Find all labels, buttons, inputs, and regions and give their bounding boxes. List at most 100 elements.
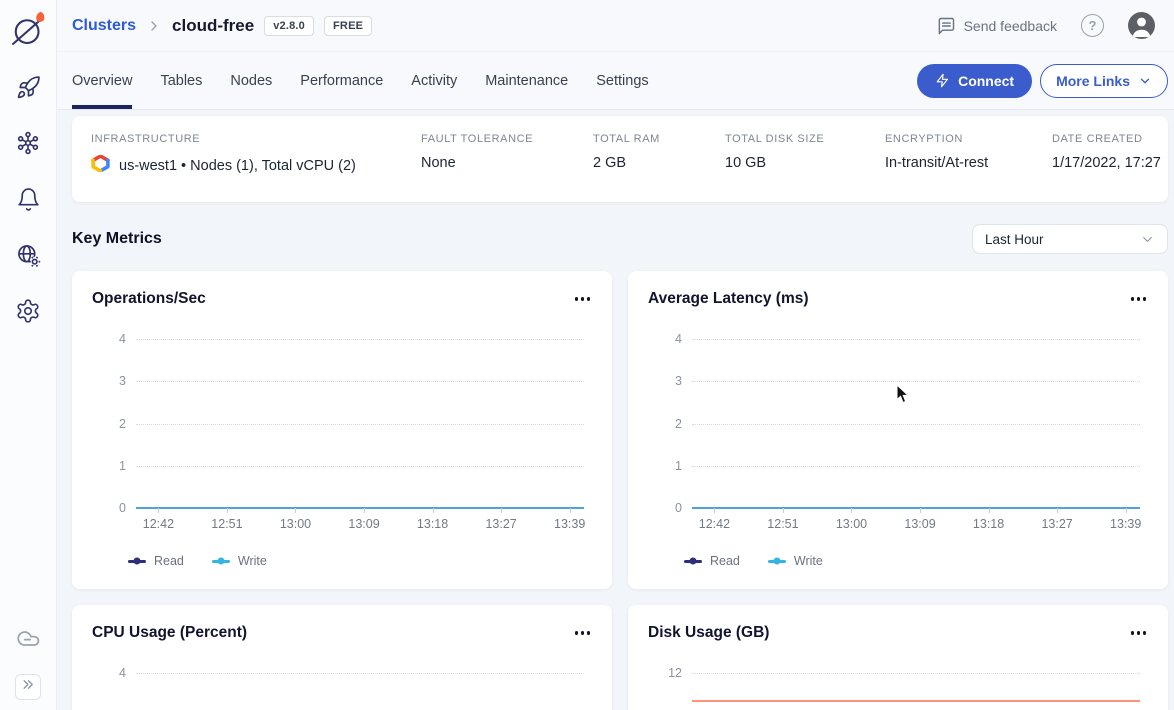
tab-settings[interactable]: Settings (596, 52, 648, 109)
y-tick-label: 4 (119, 332, 126, 346)
info-value: In-transit/At-rest (885, 155, 1052, 171)
y-tick-label: 0 (675, 501, 682, 515)
app-logo[interactable] (7, 8, 49, 50)
legend-read: Read (684, 554, 740, 568)
chart-plot: 4321012:4212:5113:0013:0913:1813:2713:39 (692, 339, 1140, 508)
tab-nodes[interactable]: Nodes (230, 52, 272, 109)
info-label: TOTAL RAM (593, 133, 725, 145)
user-avatar[interactable] (1128, 12, 1155, 39)
sidebar-item-cluster-topology[interactable] (15, 132, 42, 159)
tab-activity[interactable]: Activity (411, 52, 457, 109)
y-tick-label: 2 (675, 417, 682, 431)
info-value-text: 10 GB (725, 155, 766, 171)
y-tick-label: 1 (119, 459, 126, 473)
gridline: 4 (136, 673, 584, 674)
sidebar-item-cloud[interactable] (15, 627, 42, 654)
x-tick-mark (783, 508, 784, 513)
gridline: 3 (692, 381, 1140, 382)
chart-title: Average Latency (ms) (648, 290, 809, 308)
x-tick-mark (433, 508, 434, 513)
chart-cpu-usage: CPU Usage (Percent)4321012:4212:5113:001… (72, 605, 612, 710)
x-tick-mark (501, 508, 502, 513)
sidebar-item-notifications-bell[interactable] (15, 188, 42, 215)
gridline: 4 (692, 339, 1140, 340)
tab-performance[interactable]: Performance (300, 52, 383, 109)
lightning-bolt-icon (935, 73, 950, 88)
info-label: DATE CREATED (1052, 133, 1161, 145)
info-value: 1/17/2022, 17:27 (1052, 155, 1161, 171)
legend-read: Read (128, 554, 184, 568)
ellipsis-dot (587, 631, 591, 635)
tab-tables[interactable]: Tables (160, 52, 202, 109)
cluster-topology-icon (15, 130, 41, 161)
y-tick-label: 1 (675, 459, 682, 473)
time-range-select[interactable]: Last Hour (972, 224, 1168, 254)
info-field-fault-tolerance: FAULT TOLERANCE None (421, 133, 593, 185)
gridline: 3 (136, 381, 584, 382)
legend-dot-icon (134, 558, 141, 565)
cloud-icon (15, 625, 41, 656)
info-label: ENCRYPTION (885, 133, 1052, 145)
info-value-text: None (421, 155, 456, 171)
send-feedback-button[interactable]: Send feedback (936, 16, 1057, 36)
ellipsis-dot (575, 297, 579, 301)
chart-menu-button[interactable] (1129, 627, 1149, 639)
legend-label: Read (154, 554, 184, 568)
x-tick-label: 13:09 (904, 517, 935, 531)
x-tick-mark (714, 508, 715, 513)
breadcrumb-chevron-icon (146, 18, 162, 34)
gridline: 1 (692, 466, 1140, 467)
info-value: us-west1 • Nodes (1), Total vCPU (2) (91, 155, 421, 176)
x-tick-label: 13:39 (1110, 517, 1141, 531)
sidebar-item-settings-gear[interactable] (15, 300, 42, 327)
chart-menu-button[interactable] (573, 627, 593, 639)
app-window: Clusters cloud-free v2.8.0 FREE Send fee… (0, 0, 1174, 710)
x-tick-label: 12:42 (699, 517, 730, 531)
ellipsis-dot (1131, 631, 1135, 635)
chart-legend: Read Write (684, 554, 1148, 568)
x-tick-label: 13:00 (836, 517, 867, 531)
chart-title: CPU Usage (Percent) (92, 624, 247, 642)
help-icon[interactable]: ? (1081, 14, 1104, 37)
chart-header: Average Latency (ms) (648, 289, 1148, 309)
legend-label: Write (794, 554, 823, 568)
sidebar-item-rocket[interactable] (15, 76, 42, 103)
chart-disk-usage: Disk Usage (GB) 12963012:4212:5113:0013:0… (628, 605, 1168, 710)
chart-menu-button[interactable] (573, 293, 593, 305)
expand-sidebar-button[interactable] (15, 674, 41, 700)
info-value: 2 GB (593, 155, 725, 171)
feedback-label: Send feedback (964, 18, 1057, 34)
chart-header: CPU Usage (Percent) (92, 623, 592, 643)
chart-plot: 12963012:4212:5113:0013:0913:1813:2713:3… (692, 673, 1140, 710)
info-label: TOTAL DISK SIZE (725, 133, 885, 145)
cluster-info-bar: INFRASTRUCTUREus-west1 • Nodes (1), Tota… (72, 116, 1168, 202)
more-links-button[interactable]: More Links (1040, 64, 1168, 98)
x-tick-mark (1126, 508, 1127, 513)
legend-label: Read (710, 554, 740, 568)
gridline: 2 (692, 424, 1140, 425)
y-tick-label: 2 (119, 417, 126, 431)
breadcrumb-clusters-link[interactable]: Clusters (72, 17, 136, 35)
chart-menu-button[interactable] (1129, 293, 1149, 305)
y-tick-label: 12 (668, 666, 682, 680)
info-label: FAULT TOLERANCE (421, 133, 593, 145)
ellipsis-dot (1143, 297, 1147, 301)
tab-overview[interactable]: Overview (72, 52, 132, 109)
tab-maintenance[interactable]: Maintenance (485, 52, 568, 109)
chart-average-latency: Average Latency (ms)4321012:4212:5113:00… (628, 271, 1168, 589)
x-tick-label: 13:00 (280, 517, 311, 531)
x-tick-label: 13:27 (485, 517, 516, 531)
legend-line-icon (684, 560, 702, 563)
tab-bar: Overview Tables Nodes Performance Activity Ma… (57, 52, 1174, 110)
feedback-message-icon (936, 16, 956, 36)
sidebar-item-network-globe-gear[interactable] (15, 244, 42, 271)
legend-dot-icon (773, 558, 780, 565)
chart-header: Disk Usage (GB) (648, 623, 1148, 643)
x-tick-mark (158, 508, 159, 513)
legend-line-icon (128, 560, 146, 563)
series-line (692, 700, 1140, 702)
x-tick-label: 13:39 (554, 517, 585, 531)
ellipsis-dot (581, 631, 585, 635)
x-tick-mark (920, 508, 921, 513)
connect-button[interactable]: Connect (917, 64, 1032, 98)
